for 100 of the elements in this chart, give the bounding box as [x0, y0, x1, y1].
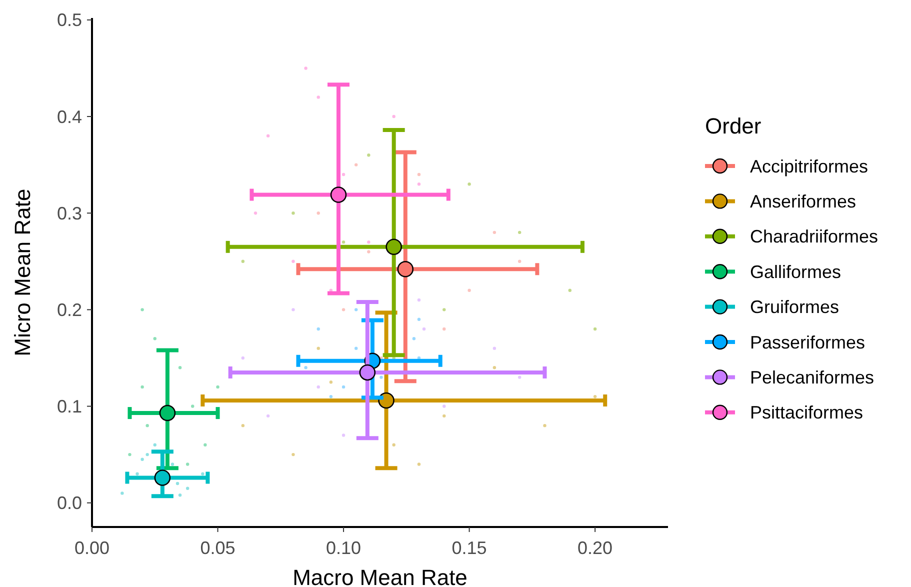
point [316, 212, 320, 215]
point [342, 385, 346, 389]
y-axis-title: Micro Mean Rate [10, 188, 35, 356]
legend-label: Galliformes [750, 262, 842, 282]
point [266, 414, 270, 418]
point [146, 452, 149, 456]
point [417, 462, 421, 466]
point [204, 443, 207, 447]
point [316, 346, 320, 350]
y-tick-label: 0.2 [56, 300, 82, 320]
point [417, 182, 421, 186]
point [386, 238, 402, 256]
point [468, 288, 471, 292]
point [178, 494, 182, 497]
point [442, 414, 446, 418]
point [367, 240, 370, 244]
point [442, 308, 446, 312]
point [153, 337, 156, 340]
point [442, 404, 446, 408]
point [304, 366, 308, 370]
point [468, 182, 471, 186]
x-tick-label: 0.20 [578, 538, 613, 558]
point [412, 337, 416, 340]
point [342, 172, 346, 176]
y-tick-label: 0.4 [56, 106, 82, 127]
point [316, 96, 320, 99]
point [154, 470, 171, 486]
legend-label: Passeriformes [750, 332, 866, 352]
point [178, 366, 182, 370]
point [492, 230, 496, 234]
point [241, 356, 245, 360]
point [518, 260, 522, 263]
point [593, 395, 597, 398]
point [292, 212, 295, 215]
point [329, 380, 333, 384]
point [292, 260, 295, 263]
y-tick-label: 0.1 [56, 396, 82, 417]
y-tick-label: 0.0 [56, 493, 82, 514]
point [354, 308, 358, 312]
point [140, 385, 144, 389]
x-axis-title: Macro Mean Rate [292, 565, 468, 587]
point [442, 327, 446, 331]
legend-label: Anseriformes [750, 192, 856, 212]
point [342, 434, 346, 437]
legend-label: Gruiformes [750, 297, 840, 318]
point [417, 172, 421, 176]
point [492, 366, 496, 370]
point [593, 327, 597, 331]
y-tick-label: 0.5 [56, 10, 82, 30]
point [359, 364, 376, 381]
point [378, 392, 394, 409]
point [266, 134, 270, 138]
point [159, 404, 176, 422]
point [342, 240, 346, 244]
point [186, 462, 190, 466]
point [316, 385, 320, 389]
point [354, 346, 358, 350]
point [254, 212, 258, 215]
point [136, 472, 139, 476]
x-tick-label: 0.00 [74, 538, 110, 558]
point [367, 154, 370, 157]
point [392, 443, 396, 447]
x-tick-label: 0.05 [200, 538, 236, 558]
point [417, 298, 421, 302]
legend-label: Charadriiformes [750, 226, 878, 247]
point [120, 492, 124, 495]
point [380, 376, 383, 379]
point [422, 327, 426, 331]
point [392, 114, 396, 118]
point [329, 395, 333, 398]
point [153, 443, 156, 447]
point [342, 308, 346, 312]
point [316, 327, 320, 331]
point [201, 472, 204, 476]
point [186, 486, 190, 490]
point [128, 452, 132, 456]
point [518, 230, 522, 234]
point [354, 163, 358, 166]
point [304, 66, 308, 70]
point [329, 288, 333, 292]
point [543, 424, 546, 428]
point [140, 458, 144, 461]
point [146, 424, 149, 428]
point [330, 186, 347, 203]
point [216, 385, 220, 389]
point [367, 250, 370, 254]
point [241, 260, 245, 263]
point [568, 288, 572, 292]
point [170, 462, 174, 466]
point [292, 452, 295, 456]
legend-label: Pelecaniformes [750, 368, 874, 388]
point [492, 346, 496, 350]
point [417, 318, 421, 321]
legend-title: Order [705, 114, 762, 139]
legend-label: Psittaciformes [750, 402, 864, 423]
x-tick-label: 0.15 [452, 538, 487, 558]
y-tick-label: 0.3 [56, 203, 82, 224]
point [397, 260, 414, 278]
point [518, 376, 522, 379]
point [176, 482, 180, 486]
